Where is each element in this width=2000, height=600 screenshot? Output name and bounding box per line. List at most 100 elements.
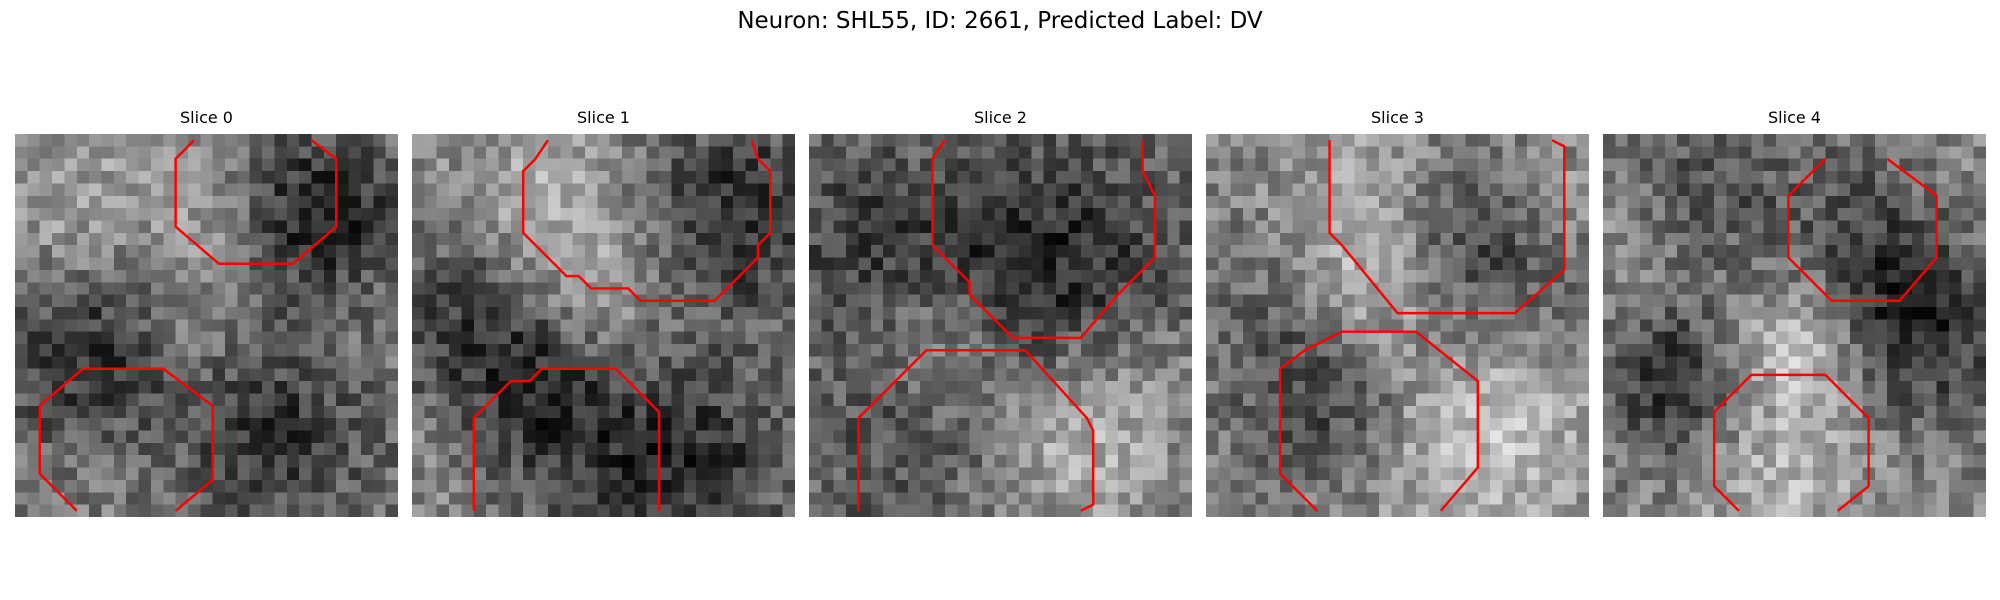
pixel bbox=[1043, 430, 1057, 444]
pixel bbox=[1813, 504, 1826, 517]
pixel bbox=[424, 245, 437, 258]
pixel bbox=[1019, 368, 1032, 382]
pixel bbox=[671, 393, 685, 407]
pixel bbox=[1218, 306, 1231, 320]
pixel bbox=[412, 430, 425, 444]
pixel bbox=[1490, 430, 1503, 444]
pixel bbox=[1603, 467, 1616, 481]
pixel bbox=[683, 146, 697, 159]
pixel bbox=[436, 344, 450, 357]
pixel bbox=[932, 467, 946, 481]
pixel bbox=[262, 306, 275, 320]
pixel bbox=[113, 344, 127, 357]
pixel bbox=[1117, 269, 1131, 283]
pixel bbox=[1924, 479, 1937, 493]
pixel bbox=[932, 442, 946, 456]
pixel bbox=[424, 294, 437, 308]
pixel bbox=[846, 208, 859, 221]
pixel bbox=[782, 146, 795, 159]
pixel bbox=[1677, 356, 1690, 369]
pixel bbox=[1416, 418, 1429, 431]
pixel bbox=[1255, 368, 1269, 382]
pixel bbox=[348, 405, 362, 419]
pixel bbox=[1948, 195, 1962, 209]
pixel bbox=[659, 467, 672, 481]
pixel bbox=[1936, 479, 1950, 493]
pixel bbox=[981, 257, 995, 271]
pixel bbox=[1527, 319, 1540, 332]
pixel bbox=[1080, 183, 1094, 197]
pixel bbox=[1154, 418, 1168, 431]
pixel bbox=[163, 232, 176, 246]
pixel bbox=[994, 208, 1007, 221]
pixel bbox=[461, 405, 475, 419]
pixel bbox=[1056, 195, 1069, 209]
pixel bbox=[597, 232, 610, 246]
pixel bbox=[1465, 158, 1479, 172]
pixel bbox=[907, 467, 921, 481]
pixel bbox=[1453, 356, 1466, 369]
pixel bbox=[1465, 195, 1479, 209]
pixel bbox=[708, 430, 722, 444]
pixel bbox=[1019, 492, 1032, 505]
pixel bbox=[1154, 257, 1168, 271]
pixel bbox=[89, 257, 102, 271]
pixel bbox=[1527, 158, 1540, 172]
pixel bbox=[1043, 208, 1057, 221]
pixel bbox=[634, 269, 647, 283]
pixel bbox=[1354, 479, 1367, 493]
pixel bbox=[1317, 492, 1330, 505]
pixel bbox=[770, 146, 783, 159]
pixel bbox=[1714, 232, 1727, 246]
pixel bbox=[1850, 430, 1863, 444]
pixel bbox=[782, 368, 795, 382]
pixel bbox=[809, 418, 822, 431]
pixel bbox=[113, 430, 127, 444]
pixel bbox=[1206, 492, 1219, 505]
pixel bbox=[1080, 393, 1094, 407]
pixel bbox=[1366, 418, 1380, 431]
pixel bbox=[1416, 492, 1429, 505]
pixel bbox=[1142, 405, 1156, 419]
pixel bbox=[486, 405, 499, 419]
pixel bbox=[1514, 492, 1528, 505]
pixel bbox=[1862, 405, 1876, 419]
pixel bbox=[944, 146, 958, 159]
pixel bbox=[1206, 430, 1219, 444]
pixel bbox=[1551, 344, 1565, 357]
pixel bbox=[1206, 134, 1219, 147]
pixel bbox=[1615, 331, 1628, 345]
pixel bbox=[1948, 368, 1962, 382]
pixel bbox=[449, 294, 462, 308]
pixel bbox=[498, 467, 512, 481]
pixel bbox=[1341, 195, 1355, 209]
pixel bbox=[1502, 492, 1516, 505]
pixel bbox=[274, 393, 288, 407]
pixel bbox=[27, 158, 40, 172]
pixel bbox=[809, 368, 822, 382]
pixel bbox=[1677, 455, 1690, 468]
pixel bbox=[1850, 467, 1863, 481]
pixel bbox=[89, 356, 102, 369]
pixel bbox=[535, 381, 549, 394]
pixel bbox=[1206, 504, 1219, 517]
pixel bbox=[1514, 455, 1528, 468]
pixel bbox=[1366, 405, 1380, 419]
pixel bbox=[1948, 158, 1962, 172]
pixel bbox=[683, 257, 697, 271]
pixel bbox=[138, 257, 152, 271]
pixel bbox=[212, 294, 226, 308]
pixel bbox=[286, 467, 300, 481]
pixel bbox=[683, 331, 697, 345]
pixel bbox=[1837, 220, 1851, 234]
pixel bbox=[646, 381, 660, 394]
pixel bbox=[126, 257, 139, 271]
pixel bbox=[274, 294, 288, 308]
pixel bbox=[1527, 381, 1540, 394]
pixel bbox=[1961, 294, 1974, 308]
pixel bbox=[1800, 294, 1814, 308]
pixel bbox=[1428, 442, 1441, 456]
pixel bbox=[1576, 442, 1589, 456]
pixel bbox=[1751, 319, 1764, 332]
pixel bbox=[1280, 245, 1293, 258]
